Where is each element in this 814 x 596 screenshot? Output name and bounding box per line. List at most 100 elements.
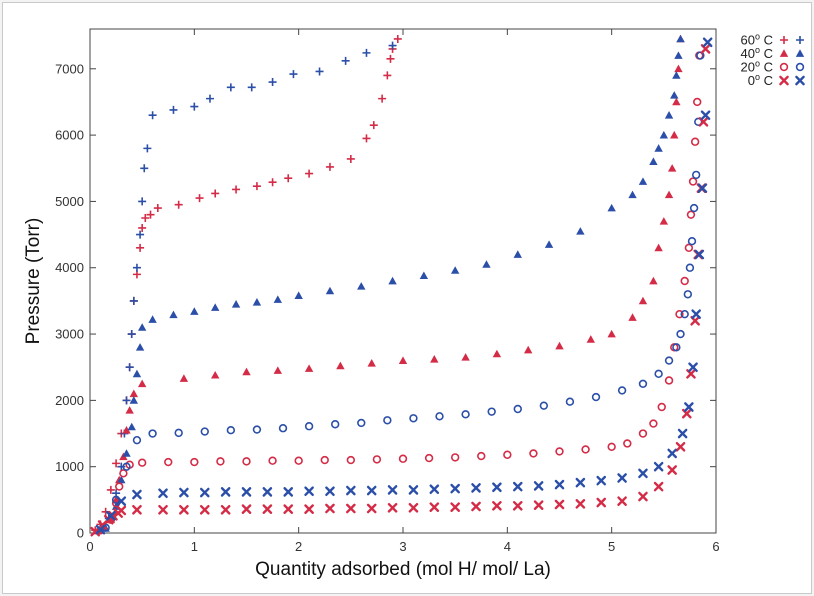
data-point: [565, 397, 575, 406]
data-point: [135, 343, 145, 351]
data-point: [304, 486, 314, 497]
data-point: [450, 483, 460, 494]
data-point: [544, 240, 554, 248]
data-point: [672, 71, 681, 79]
data-point: [366, 485, 377, 496]
data-point: [262, 504, 273, 514]
data-point: [278, 424, 288, 433]
data-point: [220, 504, 231, 515]
data-point: [409, 414, 418, 423]
data-point: [148, 111, 157, 120]
data-point: [112, 459, 121, 468]
data-point: [638, 468, 648, 479]
data-point: [346, 503, 356, 514]
data-point: [684, 243, 694, 253]
data-point: [482, 260, 491, 268]
data-point: [117, 462, 126, 471]
data-point: [106, 485, 115, 494]
data-point: [325, 486, 335, 497]
data-point: [164, 457, 173, 467]
data-point: [512, 501, 523, 511]
data-point: [211, 370, 220, 379]
data-point: [688, 362, 698, 373]
series-plus-absorption: [91, 34, 402, 535]
data-point: [242, 367, 251, 376]
data-point: [617, 473, 627, 483]
data-point: [461, 353, 470, 361]
data-point: [289, 70, 298, 79]
legend-marker-absorption: [780, 36, 788, 44]
data-point: [477, 451, 486, 461]
x-tick-label: 5: [608, 539, 615, 554]
data-point: [148, 429, 157, 438]
y-axis-title: Pressure (Torr): [23, 218, 44, 345]
data-point: [617, 496, 627, 506]
data-point: [116, 496, 127, 506]
data-point: [129, 389, 139, 398]
x-tick-label: 4: [504, 539, 511, 554]
data-point: [268, 178, 277, 187]
data-point: [211, 303, 220, 311]
data-point: [117, 475, 126, 484]
data-point: [408, 503, 419, 513]
data-point: [638, 491, 648, 502]
data-point: [387, 503, 398, 513]
data-point: [268, 78, 277, 87]
data-point: [690, 137, 700, 146]
data-point: [623, 439, 632, 448]
data-point: [127, 330, 136, 339]
data-point: [638, 379, 648, 388]
data-point: [283, 504, 294, 514]
data-point: [672, 97, 681, 106]
data-point: [140, 164, 149, 173]
data-point: [649, 419, 658, 428]
data-point: [330, 420, 340, 429]
y-tick-label: 2000: [55, 393, 84, 408]
data-point: [362, 134, 371, 143]
data-point: [132, 263, 141, 272]
data-point: [115, 482, 124, 491]
data-point: [492, 482, 502, 493]
data-point: [132, 504, 142, 515]
data-point: [596, 497, 607, 508]
data-point: [132, 489, 142, 500]
data-point: [148, 315, 157, 323]
data-point: [667, 448, 677, 459]
y-tick-label: 0: [77, 526, 84, 541]
data-point: [659, 217, 669, 225]
data-point: [141, 214, 150, 222]
data-point: [398, 454, 408, 463]
data-point: [179, 374, 189, 382]
data-point: [357, 418, 366, 428]
data-point: [386, 54, 395, 63]
data-point: [294, 456, 303, 465]
data-point: [676, 34, 685, 43]
data-point: [575, 477, 586, 488]
data-point: [132, 435, 142, 445]
data-point: [383, 71, 392, 80]
data-point: [304, 504, 314, 514]
data-point: [388, 276, 397, 285]
data-point: [273, 295, 282, 303]
data-point: [429, 484, 440, 495]
data-point: [450, 266, 460, 274]
data-point: [226, 426, 236, 435]
data-point: [617, 386, 627, 395]
data-point: [555, 341, 564, 350]
data-point: [664, 356, 674, 365]
data-point: [653, 481, 664, 492]
data-point: [685, 263, 695, 272]
data-point: [315, 67, 324, 76]
data-point: [268, 456, 277, 465]
data-point: [200, 427, 209, 436]
data-point: [369, 121, 378, 130]
data-point: [675, 309, 684, 319]
legend-marker-absorption: [779, 62, 789, 72]
x-tick-label: 2: [295, 539, 302, 554]
data-point: [169, 310, 178, 319]
legend-marker-absorption: [779, 75, 789, 86]
x-tick-label: 0: [86, 539, 93, 554]
legend-marker-desorption: [795, 49, 805, 57]
data-point: [461, 410, 470, 419]
data-point: [688, 177, 698, 186]
